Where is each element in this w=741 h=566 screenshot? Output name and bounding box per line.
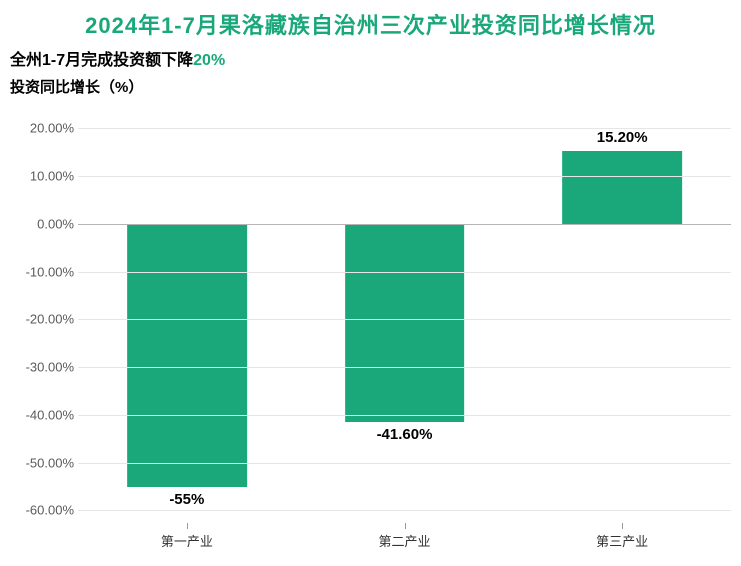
y-tick-label: -40.00% xyxy=(10,407,74,422)
y-tick-label: 10.00% xyxy=(10,168,74,183)
y-tick-label: -50.00% xyxy=(10,455,74,470)
subtitle-prefix: 全州1-7月完成投资额下降 xyxy=(10,52,193,69)
y-tick-label: -20.00% xyxy=(10,312,74,327)
bar-slot: 15.20% xyxy=(513,103,731,523)
y-axis: -60.00% -50.00% -40.00% -30.00% -20.00% -10.0… xyxy=(10,103,78,553)
x-tick: 第二产业 xyxy=(296,523,514,553)
grid-line xyxy=(78,272,731,273)
grid-line xyxy=(78,367,731,368)
bar xyxy=(345,224,465,423)
grid-line xyxy=(78,319,731,320)
grid-line xyxy=(78,463,731,464)
bar-slot: -55% xyxy=(78,103,296,523)
x-tick: 第三产业 xyxy=(513,523,731,553)
x-axis: 第一产业 第二产业 第三产业 xyxy=(78,523,731,553)
x-tick-label: 第二产业 xyxy=(378,531,430,550)
grid-line xyxy=(78,128,731,129)
bar-value-label: 15.20% xyxy=(597,129,648,146)
bar-slot: -41.60% xyxy=(296,103,514,523)
x-tick-mark xyxy=(622,523,623,529)
plot-area: -55% -41.60% 15.20% xyxy=(78,103,731,523)
y-tick-label: -10.00% xyxy=(10,264,74,279)
bar xyxy=(127,224,247,487)
chart-title: 2024年1-7月果洛藏族自治州三次产业投资同比增长情况 xyxy=(0,0,741,44)
y-tick-label: -30.00% xyxy=(10,360,74,375)
subtitle-highlight: 20% xyxy=(193,52,225,69)
y-tick-label: 0.00% xyxy=(10,216,74,231)
grid-line xyxy=(78,176,731,177)
grid-line xyxy=(78,415,731,416)
grid-line xyxy=(78,510,731,511)
chart-subtitle: 全州1-7月完成投资额下降20% xyxy=(0,44,741,70)
y-axis-label: 投资同比增长（%） xyxy=(0,70,741,97)
x-tick-label: 第三产业 xyxy=(596,531,648,550)
x-tick: 第一产业 xyxy=(78,523,296,553)
zero-line xyxy=(78,224,731,226)
x-tick-mark xyxy=(187,523,188,529)
y-tick-label: -60.00% xyxy=(10,503,74,518)
bar-value-label: -55% xyxy=(169,491,204,508)
bars-container: -55% -41.60% 15.20% xyxy=(78,103,731,523)
chart-area: -60.00% -50.00% -40.00% -30.00% -20.00% -10.0… xyxy=(10,103,731,553)
bar xyxy=(562,151,682,224)
x-tick-label: 第一产业 xyxy=(161,531,213,550)
y-tick-label: 20.00% xyxy=(10,121,74,136)
bar-value-label: -41.60% xyxy=(377,426,433,443)
x-tick-mark xyxy=(405,523,406,529)
